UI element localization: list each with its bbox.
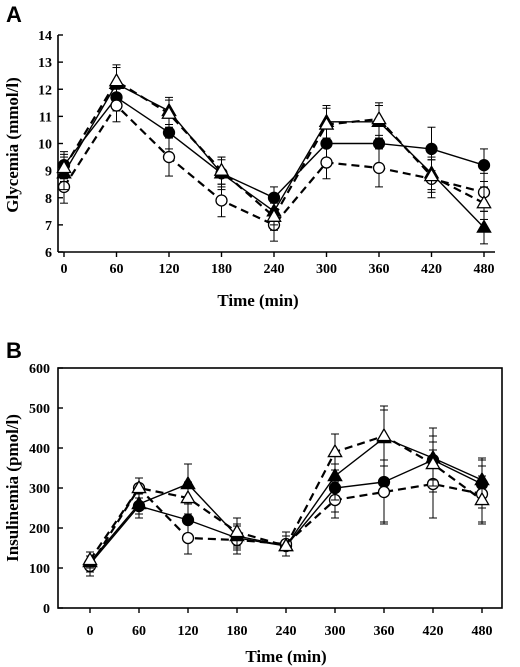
- data-point-open-triangle: [131, 479, 147, 494]
- x-tick-label-a: 360: [369, 262, 390, 277]
- panel-letter-a: A: [6, 2, 22, 27]
- data-point-open-triangle: [108, 72, 125, 87]
- x-tick-label-a: 180: [211, 262, 232, 277]
- y-tick-label-b: 600: [29, 362, 50, 377]
- panel-letter-b: B: [6, 338, 22, 363]
- x-tick-label-b: 480: [472, 624, 493, 639]
- x-axis-title-a: Time (min): [217, 291, 298, 310]
- data-point-filled-circle: [372, 137, 386, 150]
- data-point-open-triangle: [371, 110, 387, 125]
- data-point-open-triangle: [278, 537, 294, 552]
- data-point-open-triangle: [161, 105, 177, 119]
- data-point-open-circle: [215, 194, 228, 207]
- x-tick-label-b: 300: [325, 624, 346, 639]
- y-tick-label-a: 9: [45, 165, 52, 180]
- y-tick-label-a: 14: [38, 29, 52, 44]
- data-point-filled-circle: [477, 159, 491, 172]
- series-line: [63, 96, 485, 199]
- data-point-open-triangle: [266, 208, 282, 222]
- y-tick-label-a: 10: [38, 138, 52, 153]
- data-point-open-triangle: [180, 489, 196, 504]
- data-point-open-triangle: [476, 194, 492, 209]
- data-point-open-triangle: [318, 116, 335, 130]
- data-point-filled-triangle: [476, 219, 492, 233]
- data-point-filled-circle: [425, 142, 438, 156]
- data-point-open-triangle: [82, 551, 98, 566]
- y-axis-title-b: Insulinemia (pmol/l): [3, 414, 22, 562]
- y-tick-label-a: 11: [39, 110, 52, 125]
- y-tick-label-b: 500: [29, 402, 50, 417]
- x-tick-label-a: 480: [474, 262, 495, 277]
- data-point-open-triangle: [229, 523, 245, 538]
- series-line: [63, 103, 485, 227]
- x-tick-label-b: 120: [178, 624, 199, 639]
- y-tick-label-b: 300: [29, 482, 50, 497]
- data-point-open-triangle: [423, 167, 440, 182]
- y-tick-label-a: 13: [38, 56, 52, 71]
- data-point-open-circle: [162, 150, 176, 164]
- y-tick-label-b: 100: [29, 562, 50, 577]
- y-axis-title-a: Glycemia (mmol/l): [3, 77, 22, 213]
- y-tick-label-a: 7: [45, 219, 52, 234]
- data-point-open-triangle: [56, 159, 72, 174]
- y-tick-label-a: 12: [38, 83, 52, 98]
- data-point-open-triangle: [425, 455, 441, 470]
- series-open-triangle-a: [56, 64, 492, 231]
- series-filled-circle-a: [57, 83, 491, 210]
- x-tick-label-b: 240: [276, 624, 297, 639]
- y-tick-label-b: 0: [43, 602, 50, 617]
- series-line: [63, 79, 485, 219]
- data-point-filled-triangle: [131, 495, 147, 510]
- x-tick-label-b: 60: [132, 624, 146, 639]
- x-tick-label-a: 60: [110, 262, 124, 277]
- y-tick-label-a: 8: [45, 192, 52, 207]
- x-tick-label-b: 360: [374, 624, 395, 639]
- x-tick-label-b: 180: [227, 624, 248, 639]
- x-tick-label-a: 300: [316, 262, 337, 277]
- data-point-open-circle: [181, 531, 195, 545]
- y-tick-label-a: 6: [45, 246, 52, 261]
- series-open-triangle-b: [82, 405, 490, 569]
- x-tick-label-a: 240: [264, 262, 285, 277]
- data-point-open-circle: [110, 99, 123, 112]
- data-point-filled-triangle: [327, 467, 343, 482]
- data-point-open-triangle: [376, 427, 392, 442]
- y-tick-label-b: 200: [29, 522, 50, 537]
- x-tick-label-b: 0: [87, 624, 94, 639]
- data-point-open-triangle: [213, 162, 230, 176]
- x-tick-label-a: 120: [159, 262, 180, 277]
- data-point-filled-circle: [162, 126, 176, 139]
- x-tick-label-a: 420: [421, 262, 442, 277]
- x-axis-title-b: Time (min): [245, 647, 326, 666]
- x-tick-label-a: 0: [61, 262, 68, 277]
- data-point-open-triangle: [474, 491, 490, 506]
- data-point-open-circle: [320, 156, 333, 169]
- y-tick-label-b: 400: [29, 442, 50, 457]
- chart-panel-a: 6 7 8 9 10 11 12 13 14 0 60 120 180 240 300 360 420 480: [38, 29, 495, 277]
- data-point-open-circle: [377, 485, 391, 499]
- chart-panel-b: 0 100 200 300 400 500 600 0 60 120 180 240 300 360 420…: [29, 362, 503, 639]
- data-point-open-triangle: [327, 443, 343, 458]
- x-tick-label-b: 420: [423, 624, 444, 639]
- data-point-open-circle: [372, 161, 386, 175]
